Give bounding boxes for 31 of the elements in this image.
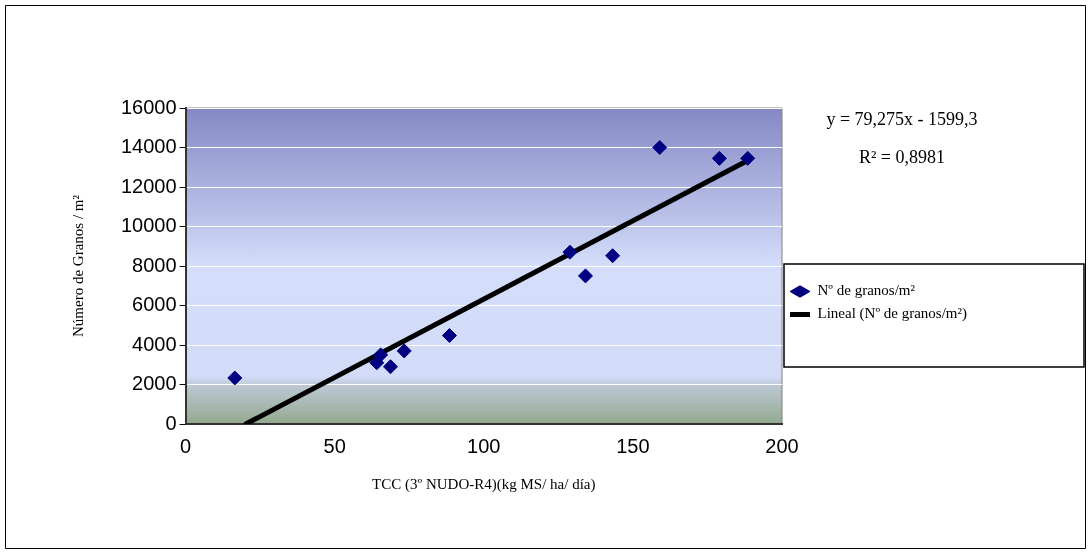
y-tick-label: 12000 xyxy=(120,174,177,197)
point xyxy=(369,355,385,371)
point xyxy=(652,140,668,155)
point xyxy=(577,268,593,284)
point xyxy=(227,370,243,386)
y-tick-label: 10000 xyxy=(120,214,177,237)
point xyxy=(396,343,412,359)
point xyxy=(605,248,621,264)
x-axis-title: TCC (3º NUDO-R4)(kg MS/ ha/ día) xyxy=(372,475,596,493)
text: y = 79,275x - 1599,3 xyxy=(826,108,978,129)
point xyxy=(740,150,756,166)
y-axis-title: Número de Granos / m² xyxy=(69,194,86,337)
legend-label: Nº de granos/m² xyxy=(817,282,916,299)
point xyxy=(382,359,398,375)
point xyxy=(562,244,578,260)
y-tick-label: 2000 xyxy=(132,372,177,395)
y-tick-label: 16000 xyxy=(120,95,177,118)
y-tick-label: 8000 xyxy=(132,253,177,276)
y-tick-label: 4000 xyxy=(132,332,177,355)
x-tick-label: 100 xyxy=(467,434,501,457)
x-tick-label: 50 xyxy=(323,434,346,457)
text: R² = 0,8981 xyxy=(858,146,946,167)
y-tick-label: 6000 xyxy=(132,293,177,316)
point xyxy=(711,150,727,166)
legend-label: Lineal (Nº de granos/m²) xyxy=(817,305,968,323)
x-tick-label: 0 xyxy=(180,434,192,457)
point xyxy=(442,328,458,344)
y-tick-label: 14000 xyxy=(120,135,177,158)
x-tick-label: 200 xyxy=(765,434,799,457)
x-tick-label: 150 xyxy=(616,434,650,457)
y-tick-label: 0 xyxy=(165,411,177,434)
